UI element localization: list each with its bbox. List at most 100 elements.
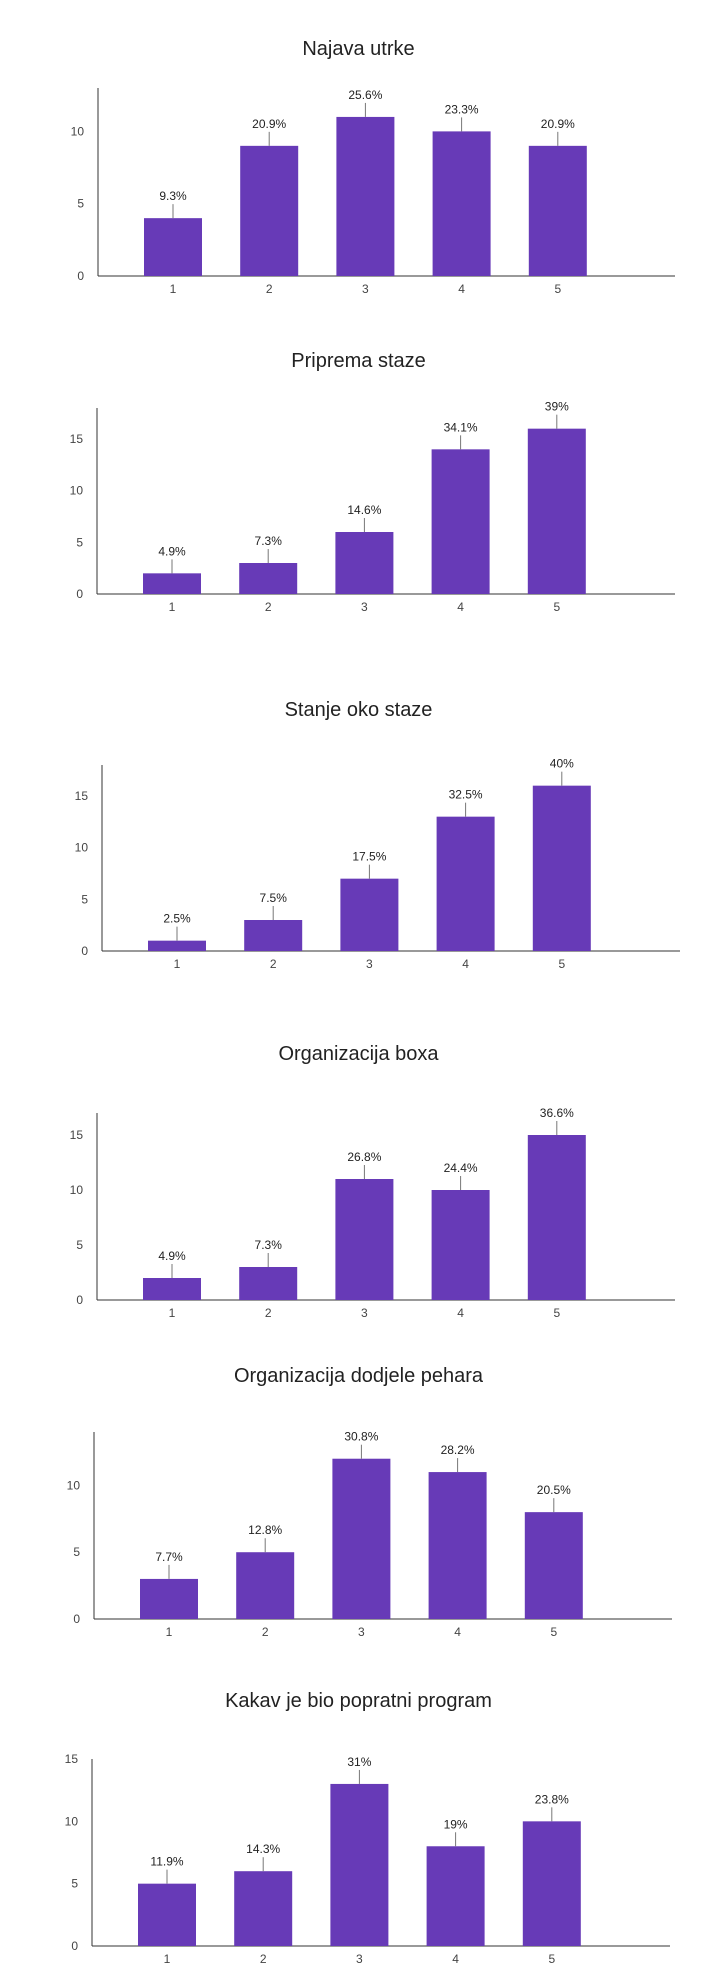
x-tick-label: 2 (260, 1952, 267, 1966)
data-label: 23.8% (535, 1792, 569, 1806)
bar (236, 1552, 295, 1619)
x-tick-label: 5 (553, 600, 560, 614)
y-tick-label: 10 (70, 484, 84, 498)
x-tick-label: 4 (457, 1306, 464, 1320)
y-tick-label: 15 (65, 1752, 79, 1766)
bar-chart: 0 5 10 9.3% 1 20.9% 2 25.6% 3 23.3% 4 20.9% 5 (71, 88, 675, 296)
data-label: 4.9% (158, 1249, 186, 1263)
chart-title: Stanje oko staze (284, 699, 433, 721)
y-tick-label: 10 (70, 1183, 84, 1197)
data-label: 17.5% (352, 850, 386, 864)
y-tick-label: 5 (77, 197, 84, 211)
data-label: 34.1% (444, 420, 478, 434)
data-label: 32.5% (449, 788, 483, 802)
x-tick-label: 1 (170, 282, 177, 296)
data-label: 7.3% (255, 534, 283, 548)
y-tick-label: 15 (70, 1128, 84, 1142)
bar (336, 116, 395, 276)
bar (340, 878, 399, 951)
y-tick-label: 0 (73, 1612, 80, 1626)
data-label: 9.3% (159, 189, 187, 203)
bar (532, 785, 591, 951)
bar (335, 532, 394, 594)
x-tick-label: 4 (454, 1625, 461, 1639)
bar (431, 1190, 490, 1300)
bar (524, 1512, 583, 1619)
x-tick-label: 1 (164, 1952, 171, 1966)
data-label: 40% (550, 757, 574, 771)
bar (138, 1883, 196, 1946)
bar (244, 920, 303, 951)
y-tick-label: 15 (70, 432, 84, 446)
chart-title: Organizacija dodjele pehara (233, 1365, 484, 1387)
bar (527, 1135, 586, 1300)
chart-organizacija-dodjele-pehara: Organizacija dodjele pehara 0 5 10 7.7% 1 12.… (0, 1340, 717, 1640)
data-label: 20.9% (541, 117, 575, 131)
bar-chart: 0 5 10 15 4.9% 1 7.3% 2 14.6% 3 34.1% 4 39% 5 (70, 400, 675, 614)
x-tick-label: 1 (166, 1625, 173, 1639)
data-label: 24.4% (444, 1161, 478, 1175)
data-label: 19% (444, 1817, 468, 1831)
bar-chart: 0 5 10 15 11.9% 1 14.3% 2 31% 3 19% 4 23.8% 5 (65, 1752, 670, 1966)
y-tick-label: 15 (75, 789, 89, 803)
x-tick-label: 5 (553, 1306, 560, 1320)
y-tick-label: 10 (75, 841, 89, 855)
chart-priprema-staze: Priprema staze 0 5 10 15 4.9% 1 7.3% 2 14.6% 3 34.… (0, 310, 717, 620)
x-tick-label: 3 (356, 1952, 363, 1966)
y-tick-label: 0 (81, 944, 88, 958)
y-tick-label: 0 (76, 1293, 83, 1307)
y-tick-label: 0 (76, 587, 83, 601)
x-tick-label: 3 (366, 957, 373, 971)
chart-title: Organizacija boxa (278, 1043, 439, 1065)
bar (148, 940, 206, 951)
x-tick-label: 5 (558, 957, 565, 971)
bar (239, 563, 298, 594)
bar (522, 1821, 581, 1946)
data-label: 14.6% (347, 503, 381, 517)
bar-chart: 0 5 10 15 4.9% 1 7.3% 2 26.8% 3 24.4% 4 36.6% 5 (70, 1106, 675, 1320)
x-tick-label: 5 (548, 1952, 555, 1966)
chart-stanje-oko-staze: Stanje oko staze 0 5 10 15 2.5% 1 7.5% 2 17.5% 3 3… (0, 667, 717, 977)
y-tick-label: 10 (65, 1814, 79, 1828)
data-label: 4.9% (158, 544, 186, 558)
data-label: 11.9% (150, 1855, 183, 1869)
y-tick-label: 5 (76, 1238, 83, 1252)
x-tick-label: 3 (358, 1625, 365, 1639)
x-tick-label: 3 (361, 600, 368, 614)
bar (432, 131, 491, 276)
y-tick-label: 10 (71, 124, 85, 138)
bar (332, 1458, 391, 1619)
data-label: 12.8% (248, 1523, 282, 1537)
x-tick-label: 5 (554, 282, 561, 296)
bar (431, 449, 490, 594)
x-tick-label: 2 (270, 957, 277, 971)
bar (330, 1783, 389, 1946)
bar (528, 145, 587, 276)
y-tick-label: 5 (81, 892, 88, 906)
data-label: 7.3% (255, 1238, 283, 1252)
data-label: 2.5% (163, 912, 191, 926)
x-tick-label: 2 (265, 1306, 272, 1320)
x-tick-label: 1 (174, 957, 181, 971)
bar (143, 1278, 201, 1300)
data-label: 31% (347, 1755, 371, 1769)
x-tick-label: 4 (458, 282, 465, 296)
bar (436, 816, 495, 951)
chart-kakav-je-bio-popratni-program: Kakav je bio popratni program 0 5 10 15 11.9… (0, 1672, 717, 1982)
data-label: 14.3% (246, 1842, 280, 1856)
y-tick-label: 0 (71, 1939, 78, 1953)
bar (234, 1871, 293, 1946)
chart-title: Najava utrke (302, 38, 415, 60)
x-tick-label: 2 (266, 282, 273, 296)
x-tick-label: 3 (362, 282, 369, 296)
chart-title: Priprema staze (291, 350, 426, 372)
bar (140, 1578, 198, 1619)
bar (426, 1846, 485, 1946)
data-label: 20.9% (252, 117, 286, 131)
data-label: 23.3% (445, 102, 479, 116)
y-tick-label: 5 (71, 1877, 78, 1891)
data-label: 26.8% (347, 1150, 381, 1164)
x-tick-label: 4 (462, 957, 469, 971)
